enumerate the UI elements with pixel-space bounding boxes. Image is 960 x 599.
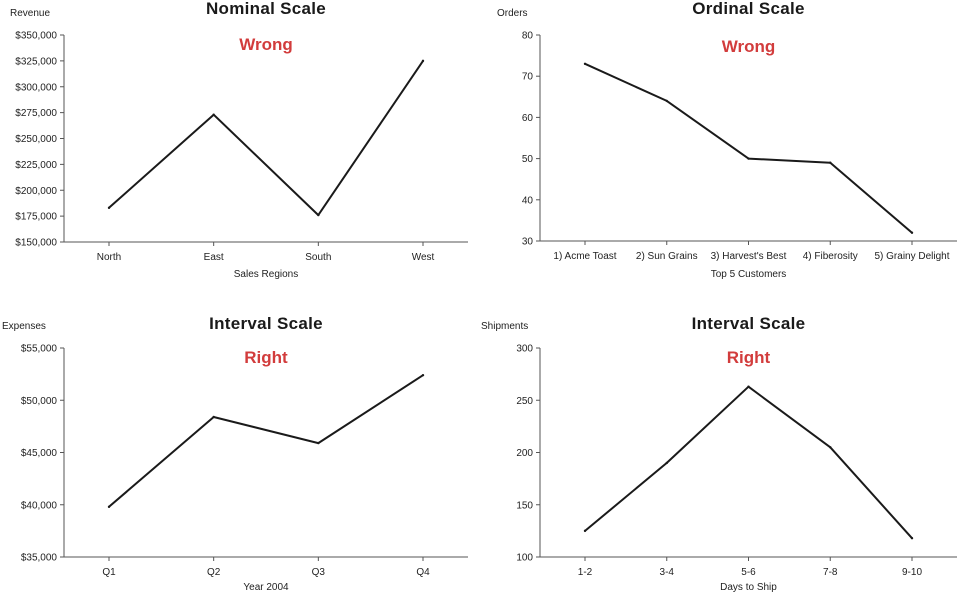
verdict-label: Right — [727, 348, 771, 367]
data-point — [747, 385, 750, 388]
series-line — [108, 60, 424, 217]
chart-title: Ordinal Scale — [692, 0, 805, 18]
x-tick-label: Q3 — [312, 567, 326, 578]
y-tick-label: $40,000 — [21, 500, 58, 511]
chart-title: Interval Scale — [209, 314, 323, 333]
y-axis-label: Shipments — [481, 321, 528, 332]
data-point — [212, 415, 215, 419]
data-point — [747, 157, 750, 160]
x-tick-label: Q1 — [102, 567, 116, 578]
y-tick-label: 250 — [516, 396, 533, 407]
y-axis-label: Revenue — [10, 8, 50, 19]
y-axis-label: Expenses — [2, 321, 46, 332]
x-tick-label: Q2 — [207, 567, 221, 578]
x-tick-label: 4) Fiberosity — [803, 251, 858, 262]
data-point — [317, 441, 320, 445]
y-tick-label: 50 — [522, 154, 534, 165]
verdict-label: Right — [244, 348, 288, 367]
data-point — [665, 99, 668, 103]
y-tick-label: 100 — [516, 553, 533, 564]
x-tick-label: West — [412, 252, 435, 263]
data-point — [421, 59, 425, 63]
y-tick-label: $225,000 — [15, 160, 57, 171]
x-tick-label: 7-8 — [823, 567, 838, 578]
series-line — [584, 62, 913, 234]
data-point — [829, 446, 832, 449]
y-tick-label: 80 — [522, 31, 534, 42]
y-tick-label: 70 — [522, 72, 534, 83]
series-line — [584, 385, 913, 539]
y-tick-label: $35,000 — [21, 553, 58, 564]
y-tick-label: $55,000 — [21, 344, 58, 355]
y-tick-label: 300 — [516, 344, 533, 355]
y-axis-label: Orders — [497, 8, 528, 19]
y-tick-label: 40 — [522, 195, 534, 206]
data-point — [107, 206, 111, 210]
y-tick-label: $150,000 — [15, 238, 57, 249]
y-tick-label: $250,000 — [15, 134, 57, 145]
data-point — [107, 505, 111, 509]
data-point — [665, 461, 668, 465]
data-point — [829, 161, 832, 164]
x-tick-label: 2) Sun Grains — [636, 251, 698, 262]
x-axis-label: Sales Regions — [234, 269, 298, 280]
chart-panel-4: Interval Scale Right Shipments 100 150 200 250… — [481, 314, 957, 593]
x-tick-label: Q4 — [416, 567, 430, 578]
y-tick-label: 150 — [516, 500, 533, 511]
x-tick-label: 1-2 — [578, 567, 593, 578]
y-tick-label: $200,000 — [15, 186, 57, 197]
series-line — [108, 374, 424, 508]
x-tick-label: North — [97, 252, 121, 263]
data-point — [910, 231, 914, 234]
verdict-label: Wrong — [239, 35, 293, 54]
y-tick-label: $50,000 — [21, 396, 58, 407]
data-point — [212, 113, 215, 116]
data-point — [583, 62, 587, 66]
x-tick-label: 3-4 — [660, 567, 675, 578]
verdict-label: Wrong — [722, 37, 776, 56]
x-axis-label: Year 2004 — [243, 582, 289, 593]
x-tick-label: 3) Harvest's Best — [711, 251, 787, 262]
x-tick-label: South — [305, 252, 331, 263]
y-tick-label: 200 — [516, 448, 533, 459]
y-tick-label: $175,000 — [15, 212, 57, 223]
y-tick-label: $350,000 — [15, 31, 57, 42]
y-tick-label: $325,000 — [15, 56, 57, 67]
x-tick-label: East — [204, 252, 224, 263]
x-tick-label: 5) Grainy Delight — [874, 251, 949, 262]
chart-title: Nominal Scale — [206, 0, 326, 18]
x-axis-label: Top 5 Customers — [711, 269, 787, 280]
y-tick-label: $45,000 — [21, 448, 58, 459]
x-tick-label: 1) Acme Toast — [553, 251, 616, 262]
y-tick-label: $275,000 — [15, 108, 57, 119]
x-axis-label: Days to Ship — [720, 582, 777, 593]
x-tick-label: 5-6 — [741, 567, 756, 578]
x-tick-label: 9-10 — [902, 567, 922, 578]
data-point — [421, 373, 425, 377]
chart-title: Interval Scale — [692, 314, 806, 333]
data-point — [910, 536, 914, 540]
y-tick-label: 30 — [522, 237, 534, 248]
y-tick-label: $300,000 — [15, 82, 57, 93]
chart-panel-2: Ordinal Scale Wrong Orders 30 40 50 60 70 80 1) A… — [497, 0, 957, 280]
y-tick-label: 60 — [522, 113, 534, 124]
chart-panel-3: Interval Scale Right Expenses $35,000 $40,00… — [2, 314, 468, 593]
data-point — [317, 213, 320, 217]
data-point — [583, 529, 587, 533]
chart-panel-1: Nominal Scale Wrong Revenue $150,000 $175,00… — [10, 0, 468, 280]
